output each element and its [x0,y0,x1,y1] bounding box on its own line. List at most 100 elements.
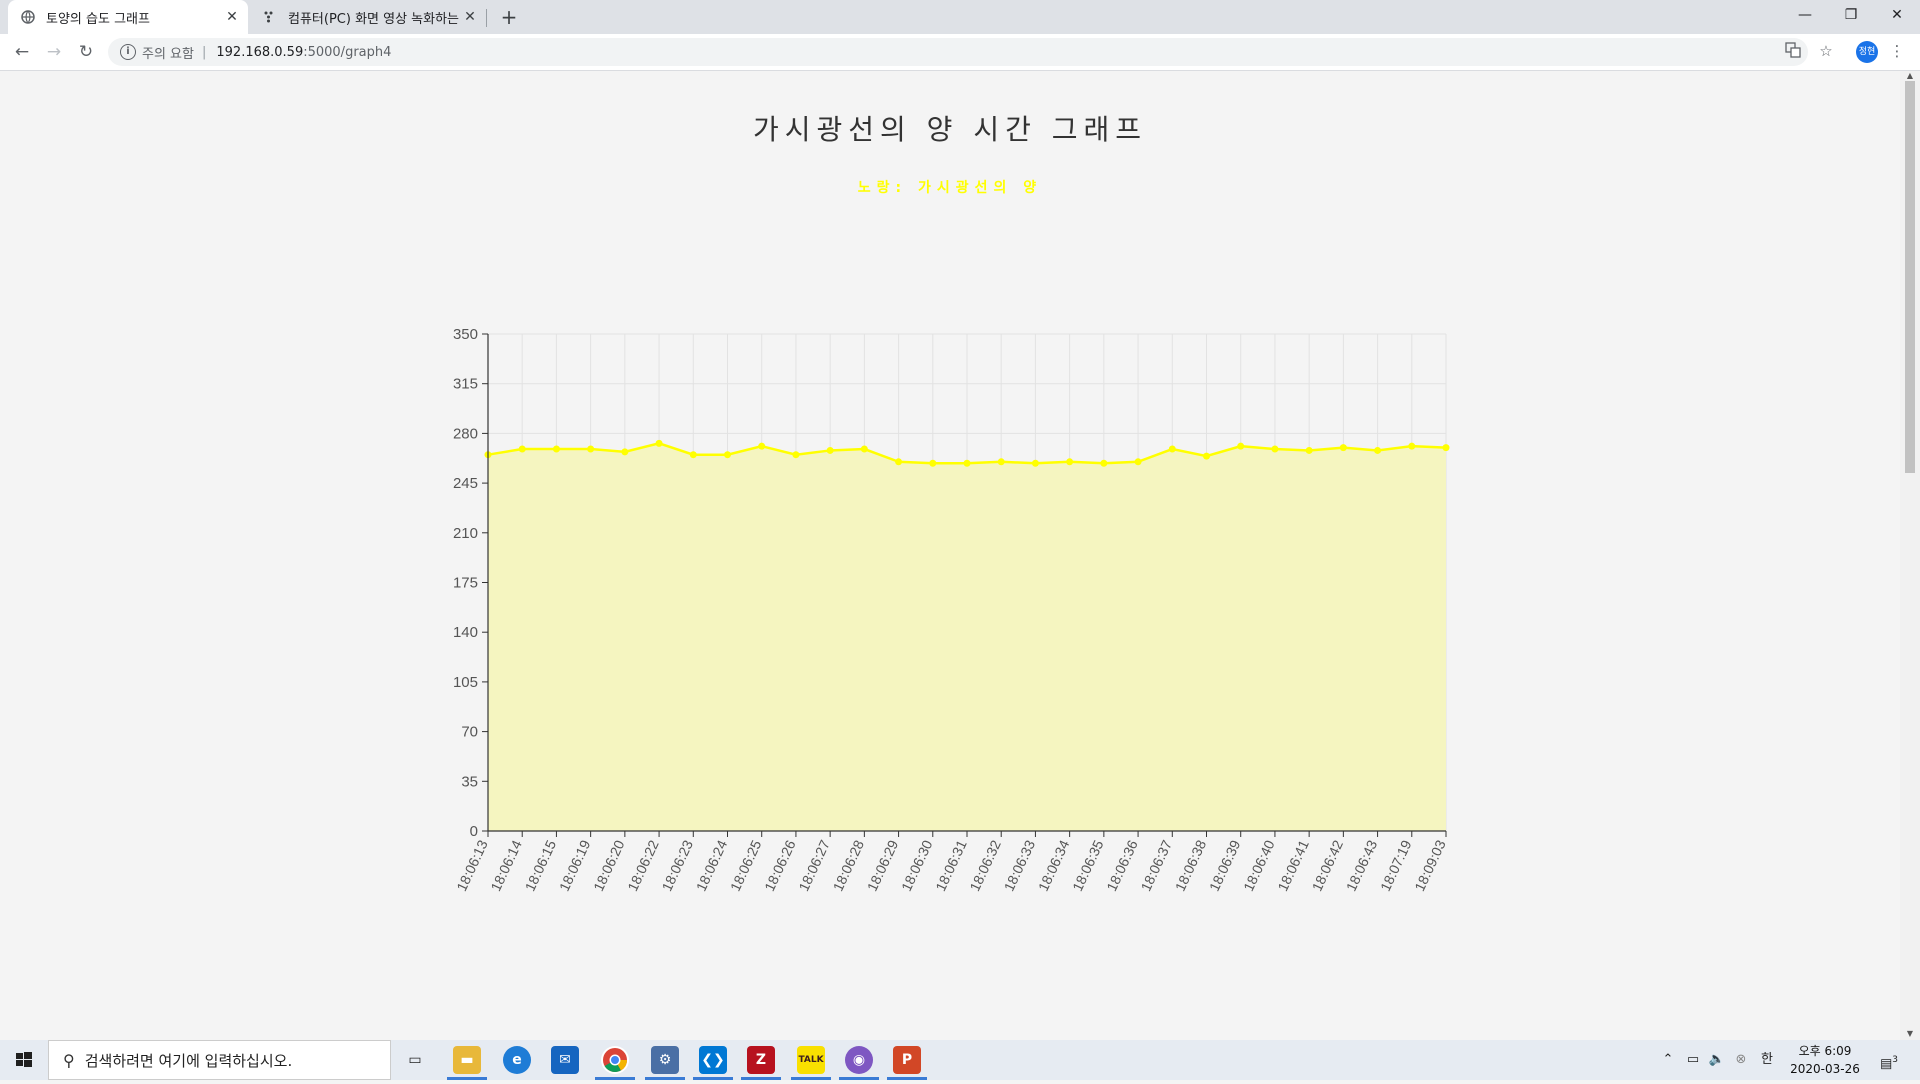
y-tick-label: 35 [461,773,478,790]
data-point [621,448,629,456]
area-chart: 0357010514017521024528031535018:06:1318:… [453,326,1450,894]
y-tick-label: 210 [453,525,478,542]
tab-title: 컴퓨터(PC) 화면 영상 녹화하는 [288,11,460,27]
profile-avatar[interactable]: 정현 [1856,41,1878,63]
data-point [655,439,663,447]
url-host: 192.168.0.59 [216,44,304,60]
show-hidden-icons-icon[interactable]: ⌃ [1662,1052,1674,1067]
data-point [1134,458,1142,466]
running-indicator [693,1077,733,1080]
x-tick-label: 18:06:34 [1035,837,1073,893]
x-tick-label: 18:06:26 [761,837,799,893]
forward-button[interactable]: → [46,42,62,62]
running-indicator [741,1077,781,1080]
notification-center-icon[interactable]: ▤3 [1879,1055,1899,1072]
clock-time: 오후 6:09 [1798,1044,1852,1058]
kakaotalk-icon[interactable]: TALK [797,1046,825,1074]
url-path: :5000/graph4 [303,44,392,60]
y-tick-label: 280 [453,425,478,442]
info-icon[interactable]: i [120,44,136,60]
network-icon[interactable]: ▭ [1686,1052,1700,1067]
x-tick-label: 18:06:35 [1069,837,1107,893]
task-view-icon[interactable]: ▭ [408,1052,422,1068]
back-button[interactable]: ← [14,42,30,62]
blocked-status-icon[interactable]: ⊗ [1735,1052,1747,1067]
x-tick-label: 18:06:15 [522,837,560,893]
x-tick-label: 18:06:42 [1309,837,1347,893]
reload-button[interactable]: ↻ [78,42,94,62]
security-label[interactable]: 주의 요함 [142,46,194,62]
volume-muted-icon[interactable]: 🔈 [1708,1052,1726,1067]
x-tick-label: 18:06:31 [932,837,970,893]
data-point [1066,458,1074,466]
data-point [1100,459,1108,467]
data-point [1203,452,1210,460]
recorder-icon[interactable]: ◉ [845,1046,873,1074]
x-tick-label: 18:06:25 [727,837,765,893]
address-bar[interactable]: i 주의 요함 | 192.168.0.59:5000/graph4 [108,38,1808,66]
page-title: 가시광선의 양 시간 그래프 [752,113,1148,146]
taskbar-clock[interactable]: 오후 6:09 2020-03-26 [1780,1042,1870,1078]
x-tick-label: 18:06:24 [693,837,731,893]
data-point [1031,459,1039,467]
powerpoint-icon[interactable]: P [893,1046,921,1074]
python-idle-icon[interactable]: ⚙ [651,1046,679,1074]
x-tick-label: 18:06:30 [898,837,936,893]
x-tick-label: 18:06:13 [453,837,491,893]
data-point [724,451,731,459]
x-tick-label: 18:06:41 [1274,837,1312,893]
y-tick-label: 0 [470,823,478,840]
running-indicator [447,1077,487,1080]
x-tick-label: 18:06:33 [1001,837,1039,893]
data-point [895,458,903,466]
edge-icon[interactable]: e [503,1046,531,1074]
running-indicator [839,1077,879,1080]
search-placeholder: 검색하려면 여기에 입력하십시오. [84,1051,293,1070]
new-tab-button[interactable]: + [500,5,518,29]
x-tick-label: 18:06:28 [830,837,868,893]
minimize-button[interactable]: — [1798,7,1812,23]
tab-soil-humidity[interactable]: 토양의 습도 그래프 ✕ [8,0,248,34]
y-tick-label: 175 [453,575,478,592]
vertical-scrollbar[interactable]: ▲ ▼ [1900,71,1920,1040]
x-tick-label: 18:07:19 [1377,837,1415,893]
bookmark-star-icon[interactable]: ☆ [1819,42,1833,60]
chrome-icon[interactable] [601,1046,629,1074]
data-point [689,451,697,459]
data-point [792,451,800,459]
translate-icon[interactable] [1782,42,1804,62]
y-tick-label: 315 [453,376,478,393]
clock-date: 2020-03-26 [1790,1062,1860,1076]
x-tick-label: 18:06:40 [1240,837,1278,893]
scroll-down-icon[interactable]: ▼ [1906,1029,1914,1038]
close-window-button[interactable]: ✕ [1891,7,1903,23]
file-explorer-icon[interactable]: ▬ [453,1046,481,1074]
scroll-up-icon[interactable]: ▲ [1906,71,1914,80]
taskbar: ⚲ 검색하려면 여기에 입력하십시오. ▭ ▬ e ✉ ⚙ ❮❯ Z TALK … [0,1040,1920,1080]
running-indicator [791,1077,831,1080]
data-point [1442,444,1450,452]
taskbar-search[interactable]: ⚲ 검색하려면 여기에 입력하십시오. [48,1040,391,1080]
x-tick-label: 18:06:27 [795,837,833,893]
close-tab-icon[interactable]: ✕ [226,9,238,25]
scrollbar-thumb[interactable] [1905,81,1915,473]
x-tick-label: 18:06:32 [966,837,1004,893]
vscode-icon[interactable]: ❮❯ [699,1046,727,1074]
menu-icon[interactable]: ⋮ [1889,42,1905,60]
close-tab-icon[interactable]: ✕ [464,9,476,25]
y-tick-label: 245 [453,475,478,492]
data-point [826,446,834,454]
restore-button[interactable]: ❐ [1844,7,1858,23]
y-tick-label: 105 [453,674,478,691]
start-button[interactable] [0,1040,48,1080]
x-tick-label: 18:06:22 [624,837,662,893]
tab-title: 토양의 습도 그래프 [46,11,150,27]
mail-icon[interactable]: ✉ [551,1046,579,1074]
ime-indicator[interactable]: 한 [1761,1052,1773,1067]
filezilla-icon[interactable]: Z [747,1046,775,1074]
browser-toolbar: ← → ↻ i 주의 요함 | 192.168.0.59:5000/graph4… [0,34,1920,71]
tab-screen-recording[interactable]: 컴퓨터(PC) 화면 영상 녹화하는 ✕ [250,0,486,34]
x-tick-label: 18:06:19 [556,837,594,893]
data-point [997,458,1005,466]
